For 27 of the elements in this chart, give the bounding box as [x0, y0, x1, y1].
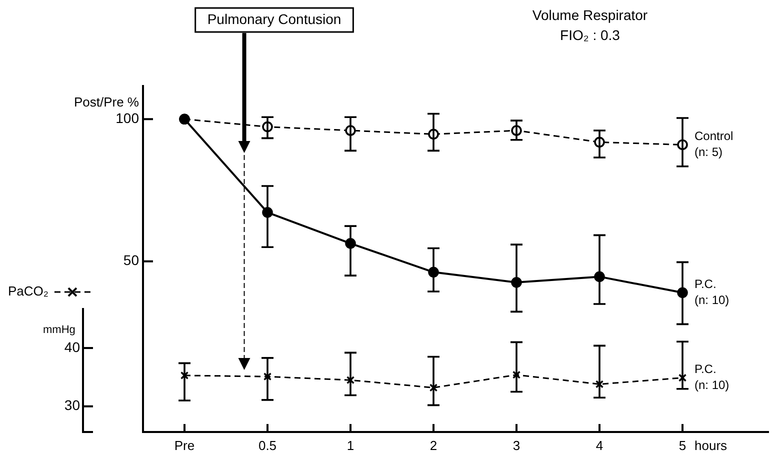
- point: [180, 371, 189, 380]
- text: Pulmonary Contusion: [207, 10, 342, 27]
- y-tick-label: 100: [116, 110, 140, 126]
- series-label: P.C. (n: 10): [694, 362, 730, 392]
- point: [512, 370, 521, 379]
- series-label: P.C. (n: 10): [694, 276, 730, 307]
- x-tick-label: 3: [512, 438, 520, 454]
- point: [346, 376, 355, 384]
- point: [678, 374, 687, 382]
- chart-subtitle: FIO₂ : 0.3: [560, 26, 620, 43]
- x-tick-label: 4: [596, 438, 604, 454]
- x-tick-label: 1: [346, 438, 354, 454]
- y-tick-label: 50: [123, 252, 140, 268]
- y2-tick-label: 30: [64, 397, 80, 414]
- chart-title: Volume Respirator: [532, 6, 648, 23]
- point: [429, 384, 438, 392]
- x-tick-label: 5: [678, 438, 686, 454]
- series-label: Control (n: 5): [694, 129, 734, 160]
- text: PaCO₂ mmHg: [8, 284, 76, 336]
- x-tick-label: 2: [430, 438, 438, 454]
- x-tick-label: Pre: [174, 438, 195, 454]
- x-tick-label: 0.5: [258, 438, 277, 454]
- point: [263, 372, 272, 381]
- x-axis-title: hours: [694, 438, 728, 454]
- y-axis-title: Post/Pre %: [74, 94, 140, 110]
- point: [595, 380, 604, 388]
- y2-tick-label: 40: [64, 338, 80, 355]
